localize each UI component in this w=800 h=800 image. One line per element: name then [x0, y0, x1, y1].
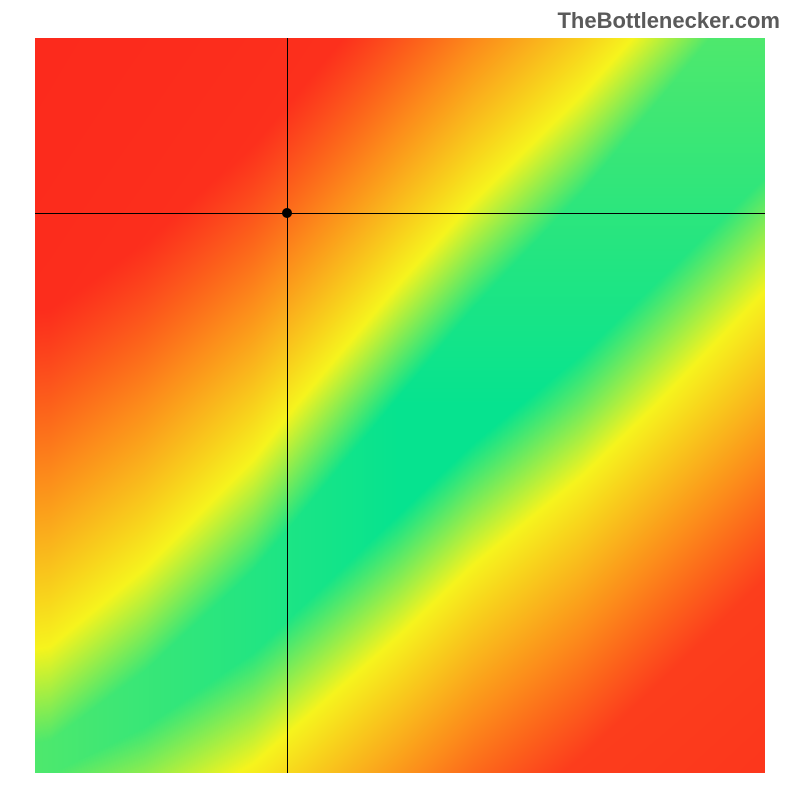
chart-container: TheBottlenecker.com [0, 0, 800, 800]
crosshair-horizontal [35, 213, 765, 214]
watermark-text: TheBottlenecker.com [557, 8, 780, 34]
heatmap-canvas [35, 38, 765, 773]
chart-area [35, 38, 765, 773]
crosshair-vertical [287, 38, 288, 773]
marker-point [282, 208, 292, 218]
